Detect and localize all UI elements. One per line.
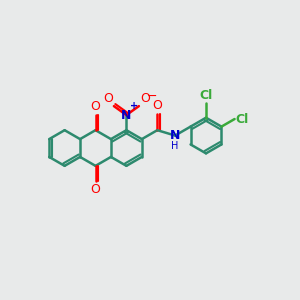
- Text: −: −: [147, 90, 157, 103]
- Text: O: O: [91, 100, 100, 113]
- Text: N: N: [170, 129, 180, 142]
- Text: O: O: [140, 92, 150, 105]
- Text: H: H: [171, 142, 179, 152]
- Text: O: O: [91, 183, 100, 196]
- Text: +: +: [130, 101, 139, 111]
- Text: Cl: Cl: [236, 112, 249, 125]
- Text: Cl: Cl: [200, 88, 213, 102]
- Text: O: O: [103, 92, 113, 105]
- Text: N: N: [121, 109, 132, 122]
- Text: O: O: [152, 99, 162, 112]
